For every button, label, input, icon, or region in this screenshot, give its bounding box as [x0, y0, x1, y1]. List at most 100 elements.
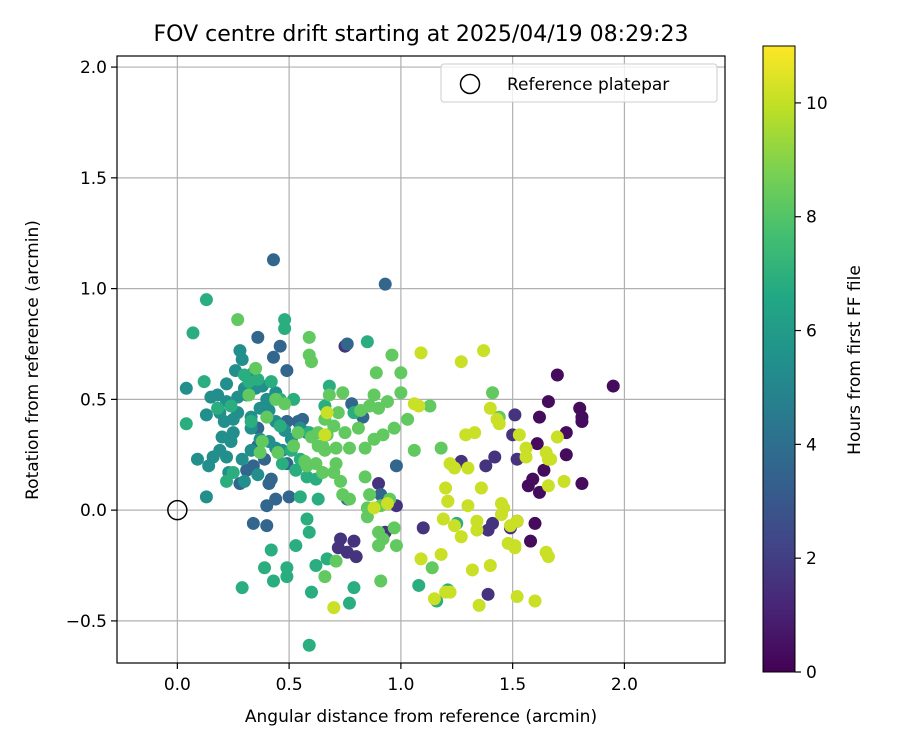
data-point [412, 578, 426, 592]
x-tick-label: 1.0 [387, 675, 414, 695]
data-point [311, 492, 325, 506]
data-point [327, 419, 341, 433]
data-point [300, 512, 314, 526]
colorbar [762, 45, 796, 673]
data-point [251, 372, 265, 386]
plot-frame [116, 55, 726, 664]
data-point [260, 499, 274, 513]
data-point [199, 408, 213, 422]
data-point [550, 368, 564, 382]
data-point [327, 601, 341, 615]
colorbar-tick-label: 4 [806, 435, 817, 455]
data-point [334, 474, 348, 488]
x-tick-label: 0.5 [276, 675, 303, 695]
data-point [329, 457, 343, 471]
data-point [401, 412, 415, 426]
data-point [363, 488, 377, 502]
data-point [606, 379, 620, 393]
data-point [367, 388, 381, 402]
data-point [226, 426, 240, 440]
data-point [280, 570, 294, 584]
data-point [414, 552, 428, 566]
data-point [414, 346, 428, 360]
data-point [260, 392, 274, 406]
data-point [329, 554, 343, 568]
data-point [231, 313, 245, 327]
x-tick-label: 0.0 [164, 675, 191, 695]
data-point [541, 395, 555, 409]
data-point [358, 441, 372, 455]
reference-platepar-marker [167, 499, 188, 521]
data-point [237, 474, 251, 488]
data-point [367, 432, 381, 446]
data-point [389, 539, 403, 553]
data-point [217, 415, 231, 429]
data-point [322, 388, 336, 402]
x-axis-label: Angular distance from reference (arcmin) [245, 707, 597, 727]
data-point [541, 550, 555, 564]
y-axis-ticks: −0.5 0.0 0.5 1.0 1.5 2.0 [66, 58, 117, 632]
data-point [186, 326, 200, 340]
data-point [407, 443, 421, 457]
data-point [224, 399, 238, 413]
data-point [530, 437, 544, 451]
data-point [380, 496, 394, 510]
data-point [367, 501, 381, 515]
y-tick-label: 1.5 [80, 169, 107, 189]
legend: Reference platepar [440, 63, 718, 103]
data-point [253, 446, 267, 460]
data-point [550, 430, 564, 444]
data-point [454, 355, 468, 369]
data-point [302, 525, 316, 539]
data-point [519, 450, 533, 464]
data-point [575, 415, 589, 429]
data-point [251, 330, 265, 344]
y-axis-label: Rotation from reference (arcmin) [23, 220, 43, 500]
data-point [510, 590, 524, 604]
data-point [318, 570, 332, 584]
data-point [273, 339, 287, 353]
colorbar-label: Hours from first FF file [845, 265, 865, 455]
data-point [275, 457, 289, 471]
data-point [557, 474, 571, 488]
data-point [266, 253, 280, 267]
data-point [197, 375, 211, 389]
data-point [385, 348, 399, 362]
data-point [211, 401, 225, 415]
data-point [351, 421, 365, 435]
y-tick-label: 1.0 [80, 280, 107, 300]
data-point [342, 441, 356, 455]
data-point [316, 465, 330, 479]
data-point [443, 457, 457, 471]
data-point [289, 463, 303, 477]
data-point [302, 330, 316, 344]
grid [117, 56, 725, 663]
data-point [235, 353, 249, 366]
data-point [497, 501, 511, 515]
data-point [434, 547, 448, 561]
data-point [575, 477, 589, 491]
data-point [372, 401, 386, 415]
data-point [318, 428, 332, 442]
data-point [266, 350, 280, 364]
colorbar-tick-label: 0 [806, 663, 817, 683]
data-point [443, 585, 457, 599]
data-point [474, 481, 488, 495]
data-point [320, 406, 334, 420]
data-point [331, 406, 345, 420]
data-point [282, 490, 296, 504]
data-point [266, 574, 280, 588]
data-point [387, 521, 401, 535]
data-point [249, 361, 263, 375]
data-point [204, 390, 218, 404]
data-point [387, 421, 401, 435]
data-point [528, 516, 542, 530]
data-point [488, 450, 502, 464]
data-point [501, 536, 515, 550]
data-point [269, 492, 283, 506]
data-point [242, 388, 256, 402]
data-point [304, 355, 318, 369]
data-point [486, 386, 500, 400]
data-point [465, 563, 479, 577]
data-point [369, 366, 383, 380]
